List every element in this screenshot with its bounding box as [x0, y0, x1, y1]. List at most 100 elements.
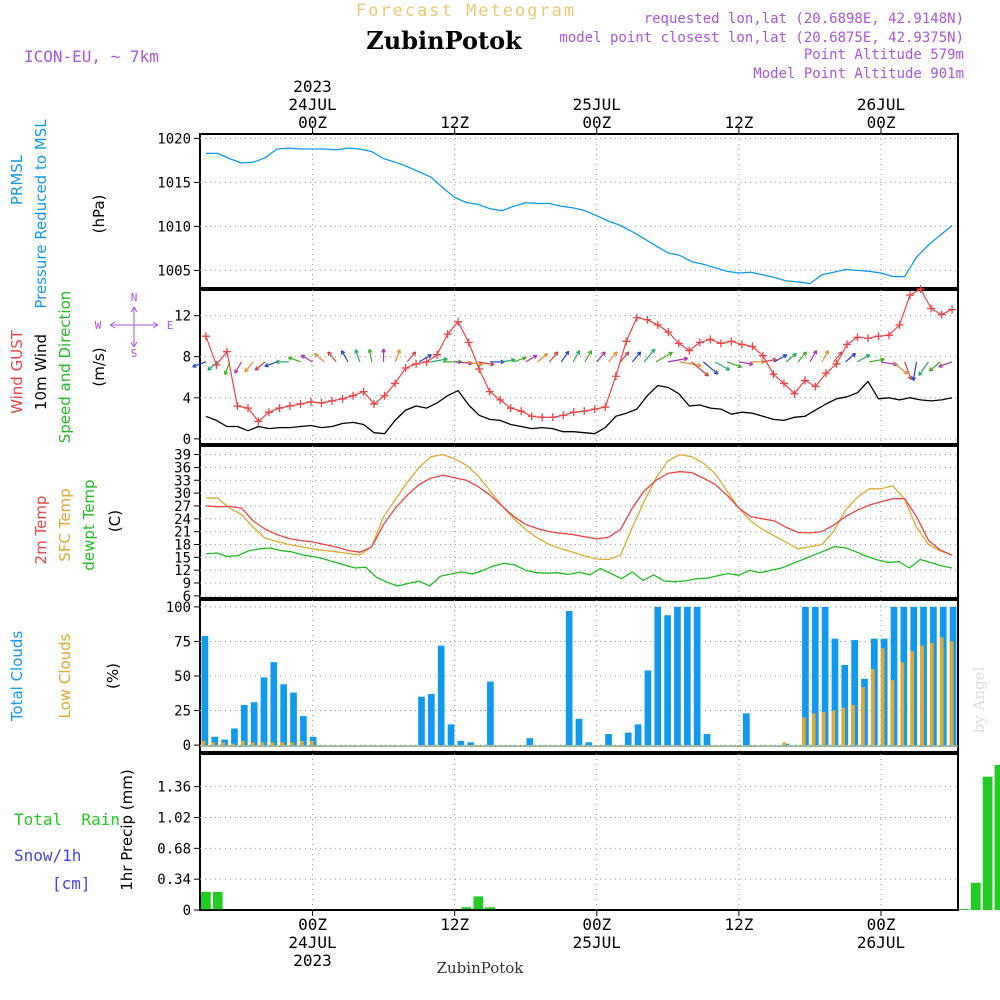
total-cloud-bar [821, 606, 829, 746]
low-cloud-bar [811, 713, 816, 746]
model-altitude: Model Point Altitude 901m [753, 66, 964, 82]
wind-direction-arrow [537, 353, 548, 363]
gust-marker [748, 342, 757, 351]
precip-ytick-label: 1.36 [157, 780, 191, 796]
top-time-label: 12Z [440, 113, 469, 132]
gust-marker [674, 339, 683, 348]
wind-direction-arrow [418, 354, 432, 363]
low-cloud-bar [939, 637, 944, 746]
gust-marker [685, 346, 694, 355]
clouds-ytick-label: 50 [174, 669, 191, 685]
wind-direction-arrowhead [865, 354, 871, 359]
gust-marker [527, 412, 536, 421]
rain-bar [982, 776, 993, 910]
pressure-ytick-label: 1010 [157, 219, 191, 235]
low-cloud-bar [260, 742, 265, 746]
total-cloud-bar [654, 606, 662, 746]
temp-ytick-label: 36 [174, 460, 191, 476]
wind-panel: 0 4 8 12 N S W E [95, 284, 959, 448]
wind-ytick-label: 8 [183, 350, 191, 366]
temp-ytick-label: 33 [174, 473, 191, 489]
wind-direction-arrow [918, 361, 929, 376]
wind-direction-arrow [572, 350, 581, 363]
wind-direction-arrowhead [340, 350, 346, 355]
low-cloud-bar [841, 707, 846, 746]
low-cloud-bar [851, 705, 855, 746]
gust-marker [695, 338, 704, 347]
gust-marker [233, 402, 242, 411]
gust-marker [243, 404, 252, 413]
rain-bar [959, 909, 969, 910]
gust-marker [349, 391, 358, 400]
pressure-ytick-label: 1015 [157, 175, 191, 191]
temp-label-dewpt: dewpt Temp [80, 479, 98, 570]
gust-marker [874, 332, 883, 341]
wind-direction-arrow [596, 351, 606, 363]
precip-ylabel: 1hr Precip (mm) [118, 769, 136, 890]
wind-direction-arrowhead [737, 363, 742, 369]
closest-point: model point closest lon,lat (20.6875E, 4… [559, 30, 964, 46]
wind-label-10m: 10m Wind [32, 334, 50, 410]
gust-marker [885, 331, 894, 340]
pressure-panel: 1005 1010 1015 1020 [157, 131, 959, 289]
model-label: ICON-EU, ~ 7km [24, 47, 159, 66]
temp-ytick-label: 24 [174, 512, 191, 528]
low-cloud-bar [930, 642, 934, 746]
gust-marker [464, 338, 473, 347]
gust-marker [548, 413, 557, 422]
point-altitude: Point Altitude 579m [804, 47, 964, 63]
gust-marker [769, 370, 778, 379]
legend-total-rain: Total Rain [14, 810, 120, 829]
wind-unit: (m/s) [90, 347, 108, 386]
wind-direction-arrowhead [327, 351, 332, 356]
wind-direction-arrow [619, 351, 630, 363]
wind-direction-arrow [244, 361, 254, 373]
temp-ytick-label: 21 [174, 525, 191, 541]
wind-direction-arrow [466, 361, 483, 366]
bottom-date-label: 26JUL [857, 933, 905, 952]
wind-direction-arrowhead [288, 356, 293, 361]
gust-marker [307, 397, 316, 406]
wind-direction-arrow [525, 354, 538, 363]
bottom-date-label: 24JUL [288, 933, 336, 952]
low-cloud-bar [890, 680, 895, 746]
wind-direction-arrowhead [613, 351, 618, 356]
gust-marker [664, 328, 673, 337]
low-cloud-bar [231, 743, 235, 746]
total-cloud-bar [841, 664, 849, 746]
total-cloud-bar [664, 615, 671, 746]
wind-direction-arrowhead [907, 375, 913, 381]
wind-direction-arrow [300, 354, 313, 363]
wind-direction-arrowhead [624, 351, 630, 356]
temp-label-sfc: SFC Temp [56, 488, 74, 561]
wind-direction-arrow [513, 356, 527, 363]
low-cloud-bar [910, 651, 915, 746]
compass-s: S [131, 347, 138, 360]
wind-direction-arrowhead [254, 366, 260, 371]
wind-direction-arrowhead [522, 356, 527, 361]
wind-direction-arrowhead [880, 357, 885, 363]
gust-marker [433, 350, 442, 359]
gust-marker [916, 284, 925, 293]
total-cloud-bar [290, 692, 297, 746]
rain-bar [994, 764, 1000, 910]
gust-marker [800, 376, 809, 385]
clouds-ytick-label: 100 [166, 600, 191, 616]
clouds-label-total: Total Clouds [8, 631, 26, 723]
total-cloud-bar [437, 645, 445, 746]
clouds-ytick-label: 75 [174, 634, 191, 650]
precip-ytick-label: 0 [183, 903, 191, 919]
total-cloud-bar [467, 742, 475, 746]
wind-direction-arrowhead [411, 351, 417, 356]
wind-direction-arrow [655, 351, 673, 363]
wind-direction-arrowhead [313, 352, 319, 358]
wind-direction-arrowhead [838, 351, 843, 356]
temp-label-2m: 2m Temp [32, 496, 50, 565]
wind-direction-arrowhead [668, 351, 673, 357]
total-cloud-bar [802, 606, 809, 746]
wind-direction-arrow [478, 361, 495, 366]
total-cloud-bar [565, 611, 573, 746]
gust-marker [443, 330, 452, 339]
low-cloud-bar [880, 648, 885, 746]
